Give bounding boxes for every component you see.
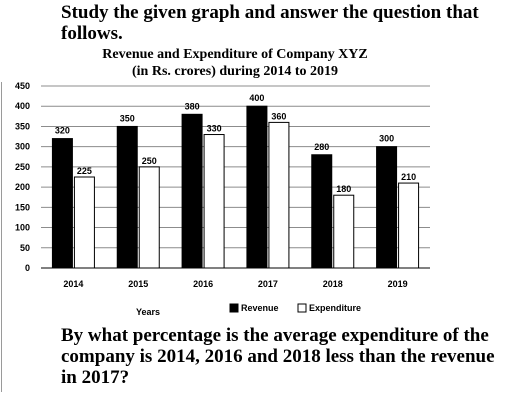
question-text: By what percentage is the average expend…	[61, 325, 495, 388]
data-label: 360	[271, 111, 286, 121]
data-label: 250	[142, 156, 157, 166]
x-tick-label: 2017	[258, 279, 278, 289]
bar-revenue	[116, 125, 138, 269]
chart-title-line-1: Revenue and Expenditure of Company XYZ	[102, 47, 368, 62]
bar-chart: 0 50 100 150 200 250 300 350 400 450 320 225 2014 350…	[15, 81, 430, 317]
y-tick-label: 150	[15, 202, 30, 212]
y-tick-label: 250	[15, 162, 30, 172]
legend-label-revenue: Revenue	[241, 303, 279, 313]
lead-text: Study the given graph and answer the que…	[61, 2, 479, 44]
data-label: 180	[336, 184, 351, 194]
x-tick-label: 2018	[323, 279, 343, 289]
y-tick-label: 300	[15, 142, 30, 152]
chart-title-line-2: (in Rs. crores) during 2014 to 2019	[132, 64, 338, 79]
bar-expenditure	[203, 134, 225, 269]
x-axis-title: Years	[136, 307, 160, 317]
bar-revenue	[246, 105, 268, 269]
x-tick-label: 2015	[128, 279, 148, 289]
chart-title: Revenue and Expenditure of Company XYZ (…	[0, 46, 470, 80]
bar-expenditure	[73, 176, 95, 269]
bar-revenue	[51, 138, 73, 269]
bar-expenditure	[398, 182, 420, 269]
bar-expenditure	[138, 166, 160, 269]
data-label: 320	[55, 126, 70, 136]
legend-swatch-revenue	[229, 303, 239, 313]
data-label: 210	[401, 172, 416, 182]
data-label: 380	[185, 101, 200, 111]
data-label: 350	[120, 113, 135, 123]
y-tick-label: 450	[15, 81, 30, 91]
bar-revenue	[311, 154, 333, 269]
y-tick-label: 400	[15, 101, 30, 111]
data-label: 300	[379, 134, 394, 144]
y-tick-label: 0	[25, 263, 30, 273]
y-tick-label: 350	[15, 121, 30, 131]
data-label: 280	[314, 142, 329, 152]
y-tick-label: 50	[20, 243, 30, 253]
bar-expenditure	[268, 121, 290, 269]
y-tick-label: 100	[15, 223, 30, 233]
data-label: 225	[77, 166, 92, 176]
bar-revenue	[376, 146, 398, 269]
bar-expenditure	[333, 194, 355, 269]
x-tick-label: 2014	[63, 279, 83, 289]
y-tick-label: 200	[15, 182, 30, 192]
x-tick-label: 2019	[388, 279, 408, 289]
legend-swatch-expenditure	[297, 303, 307, 313]
data-label: 330	[207, 124, 222, 134]
data-label: 400	[249, 93, 264, 103]
bar-revenue	[181, 113, 203, 269]
legend-label-expenditure: Expenditure	[309, 303, 361, 313]
left-border-rule	[1, 82, 2, 392]
x-tick-label: 2016	[193, 279, 213, 289]
